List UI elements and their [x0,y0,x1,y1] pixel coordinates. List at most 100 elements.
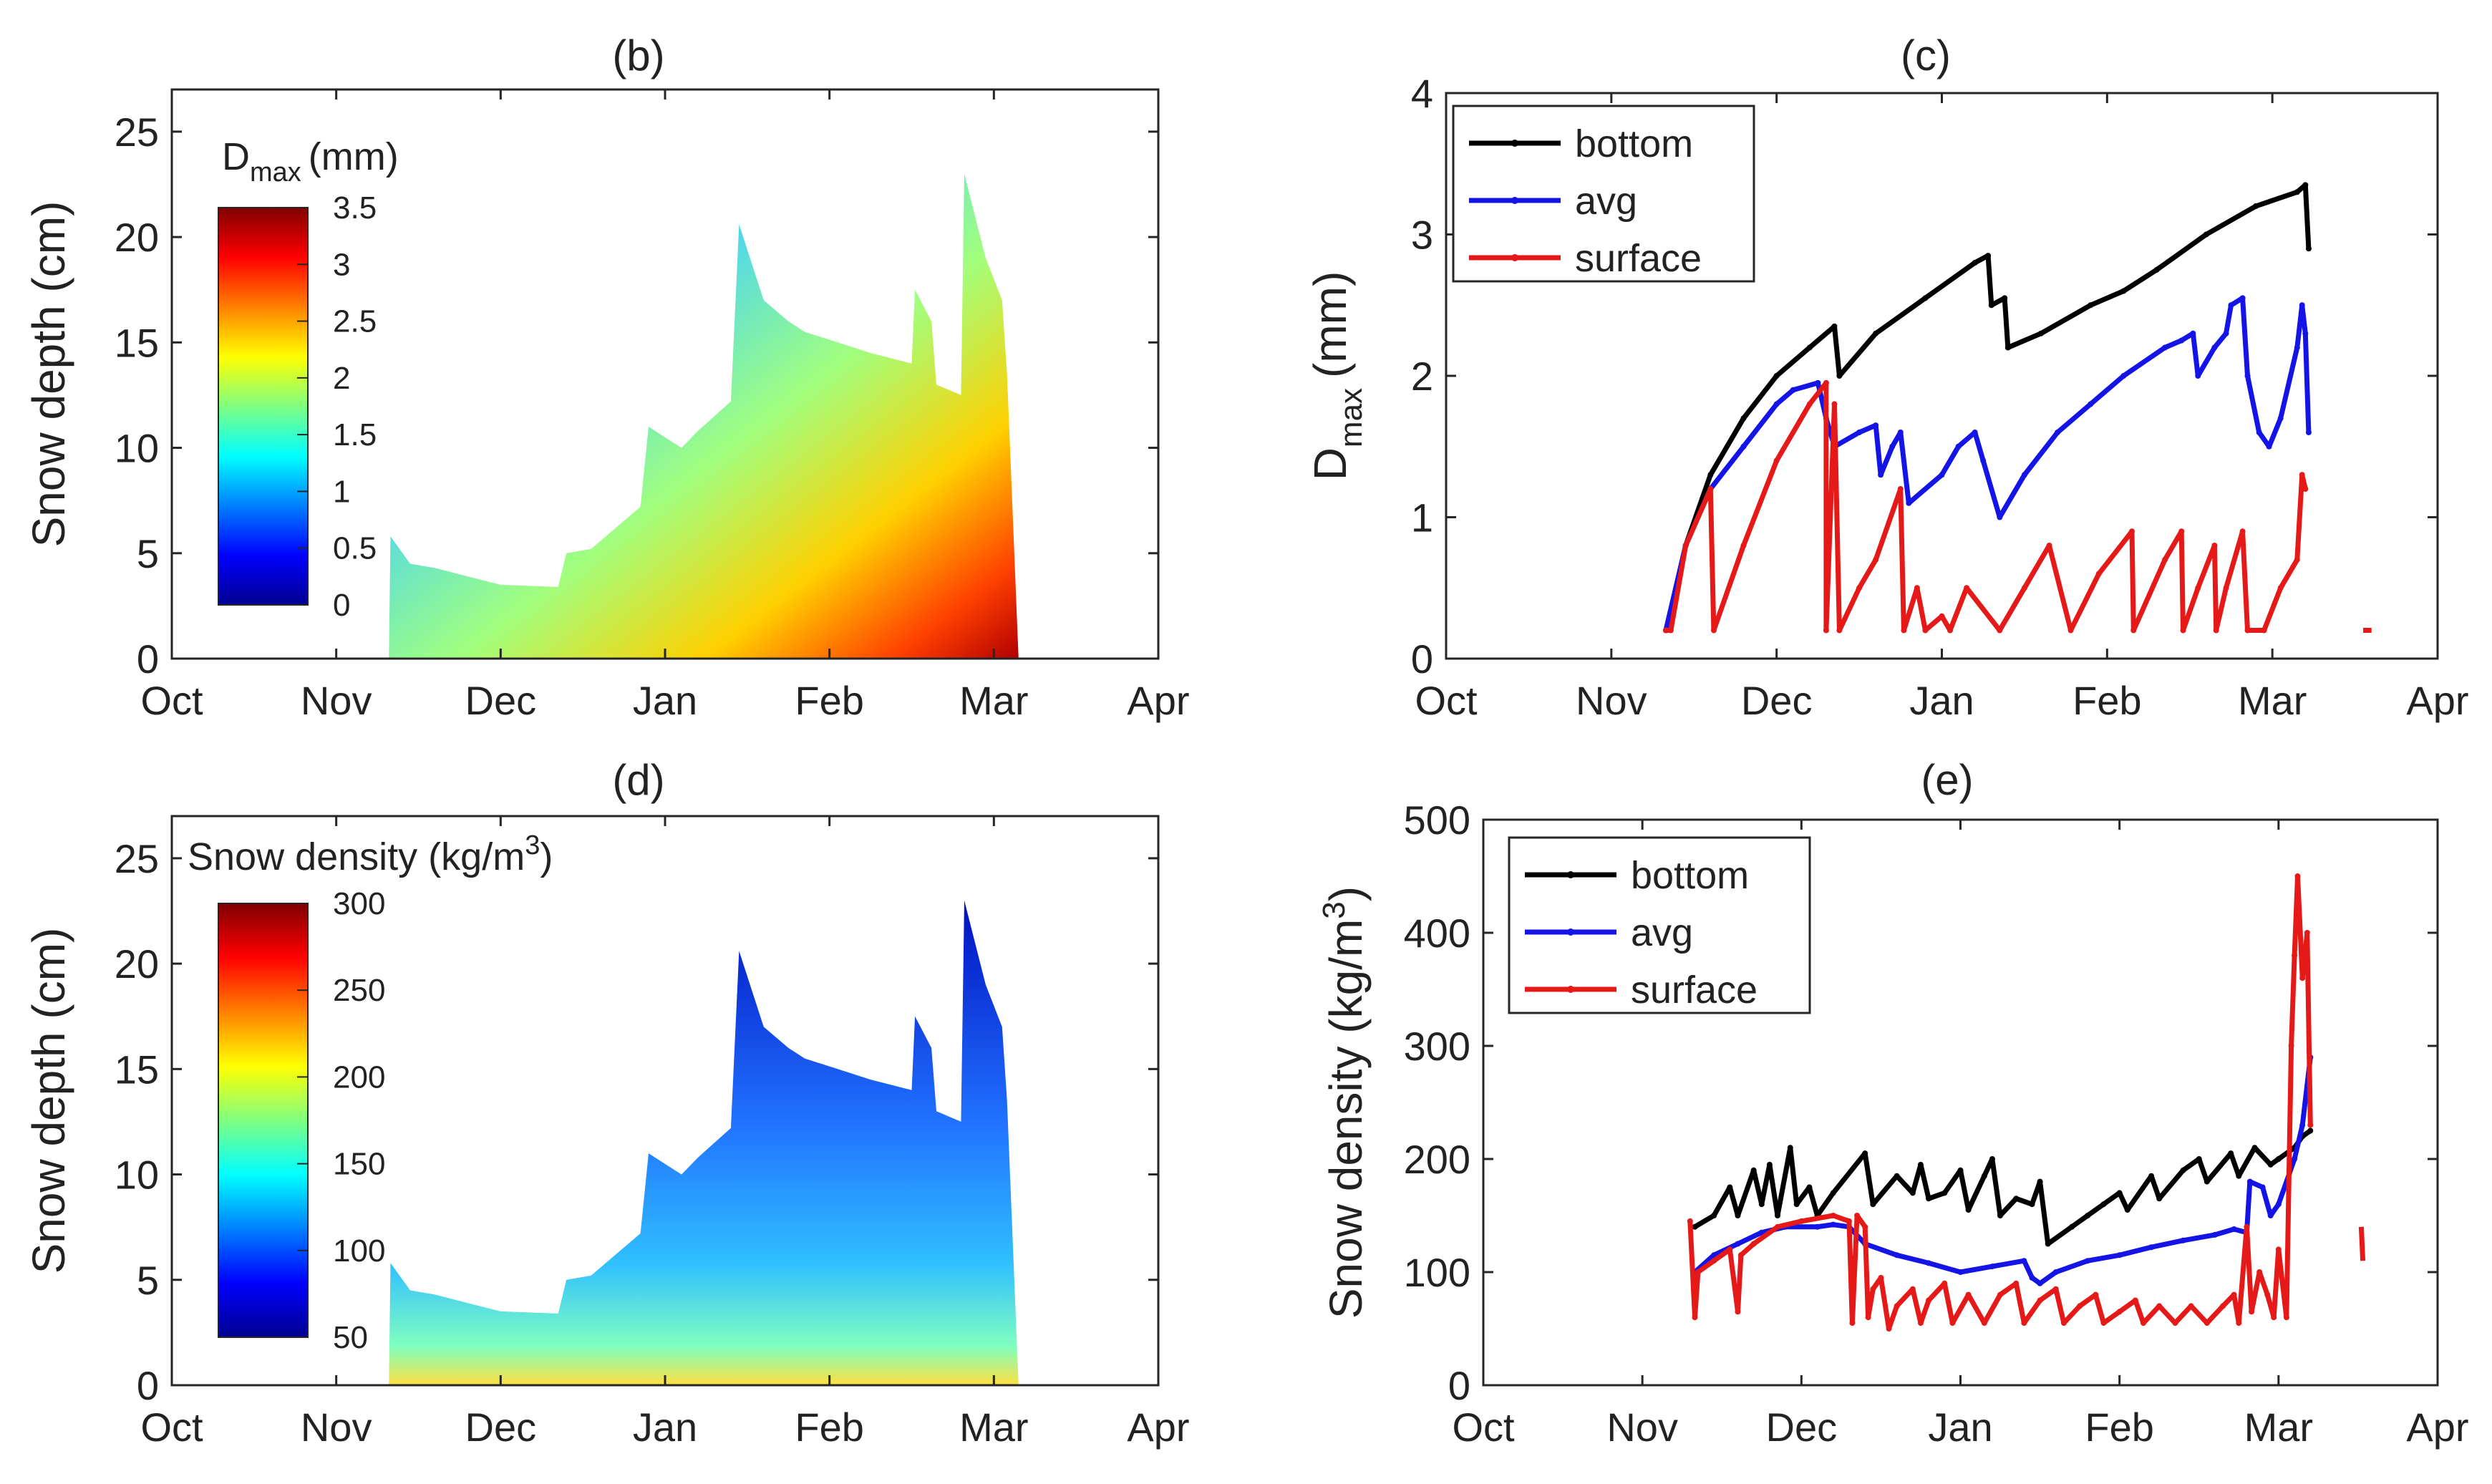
data-point-surface [2116,1309,2123,1315]
colorbar-tick-label: 1.5 [333,417,377,452]
data-point-bottom [2307,1127,2314,1134]
panel-title: (b) [612,31,664,79]
data-point-surface [1798,1218,1805,1224]
data-point-surface [1856,585,1863,591]
data-point-avg [1894,1252,1900,1259]
y-tick-label: 0 [1411,636,1433,682]
plot-area: Oct Nov Dec Jan Feb Mar Apr 0 100 200 300 400 500 bot… [1317,797,2469,1450]
y-tick-label: 5 [137,531,159,576]
data-point-avg [1926,1260,1932,1266]
data-point-avg [2180,1237,2186,1243]
plot-area: Oct Nov Dec Jan Feb Mar Apr 0 1 2 3 4 bottom avg surfa… [1304,71,2469,723]
data-point-surface [1862,1223,1868,1230]
data-point-bottom [1894,1173,1900,1179]
colorbar-tick-label: 2 [333,361,350,396]
data-point-surface [2264,1291,2271,1298]
y-axis-label-end: ) [1320,886,1372,901]
data-point-surface [1922,627,1929,634]
data-point-avg [2239,295,2246,301]
data-point-surface [2195,585,2201,591]
data-point-surface [2156,1303,2163,1309]
data-point-avg [1889,443,1896,450]
data-point-avg [2275,1201,2282,1208]
legend-marker-avg [1567,928,1574,936]
data-point-surface [2067,627,2074,634]
data-point-surface [2021,1320,2027,1327]
data-point-bottom [1707,472,1714,478]
y-tick-label: 15 [115,320,159,365]
data-point-surface [1964,585,1970,591]
data-point-bottom [1692,1223,1698,1230]
series-line-bottom [1663,182,2312,631]
data-point-bottom [1862,1150,1868,1157]
data-point-surface [2244,627,2251,634]
data-point-surface [2220,1303,2226,1309]
y-axis-label-sub: max [1334,388,1369,447]
data-point-surface [1941,1280,1948,1286]
data-point-avg [1957,1269,1964,1275]
data-point-bottom [2156,1196,2163,1202]
data-point-surface [1737,1252,1744,1259]
data-point-surface [2271,1314,2277,1321]
data-point-bottom [1830,1190,1836,1196]
data-point-surface [2239,528,2246,535]
data-point-surface [2021,585,2027,591]
data-point-bottom [1870,1201,1876,1208]
y-tick-label: 500 [1404,797,1470,843]
data-point-surface [1981,1320,1987,1327]
colorbar-title: Dmax (mm) [222,135,399,188]
data-point-avg [1972,430,1978,435]
data-point-surface [1823,379,1829,386]
x-tick-label: Mar [959,1405,1028,1450]
legend-marker-bottom [1511,140,1518,147]
y-tick-label: 20 [115,215,159,260]
legend-label-bottom: bottom [1575,122,1693,165]
data-point-surface [2294,873,2301,879]
data-point-avg [2299,1122,2306,1128]
data-point-bottom [2294,189,2300,195]
y-tick-label: 2 [1411,354,1433,399]
y-tick-label: 25 [115,110,159,155]
x-tick-label: Jan [1928,1405,1992,1450]
legend-label-surface: surface [1575,237,1702,280]
data-point-surface [2178,528,2185,535]
data-point-surface [2128,528,2135,535]
x-tick-label: Feb [2085,1405,2154,1450]
data-point-avg [2055,430,2061,435]
y-tick-label: 100 [1404,1250,1470,1295]
data-point-bottom [1965,1207,1972,1213]
data-point-bottom [1787,1145,1793,1151]
data-point-surface [2223,585,2229,591]
data-point-avg [2178,337,2185,344]
x-tick-label: Mar [2244,1405,2313,1450]
data-point-bottom [1740,415,1747,422]
data-point-avg [2088,401,2094,407]
data-point-surface [2288,1043,2294,1049]
data-point-bottom [1873,330,1879,336]
data-point-surface [1846,1218,1852,1224]
colorbar [218,207,309,606]
colorbar-tick-label: 150 [333,1147,385,1182]
data-point-avg [2211,344,2218,351]
x-tick-label: Feb [795,1405,864,1450]
data-point-surface [1836,627,1843,634]
colorbar-title-sub: max [250,157,301,188]
y-axis-label-unit: (mm) [1304,271,1356,378]
y-axis-label: Snow depth (cm) [23,201,74,548]
data-point-bottom [2267,1161,2274,1168]
data-point-avg [2021,472,2027,478]
data-point-bottom [2045,1241,2051,1247]
data-point-surface [1997,1291,2004,1298]
data-point-avg [2292,1156,2298,1162]
panel-title: (e) [1921,756,1973,804]
data-point-bottom [2196,1156,2202,1162]
data-point-avg [2211,1231,2218,1238]
data-point-avg [2195,373,2201,379]
data-point-surface [1914,585,1920,591]
y-axis-label: Snow depth (cm) [23,928,74,1274]
y-tick-label: 4 [1411,71,1433,116]
legend-label-avg: avg [1575,180,1637,223]
data-point-surface [1775,1223,1781,1230]
data-point-surface [2299,472,2305,478]
